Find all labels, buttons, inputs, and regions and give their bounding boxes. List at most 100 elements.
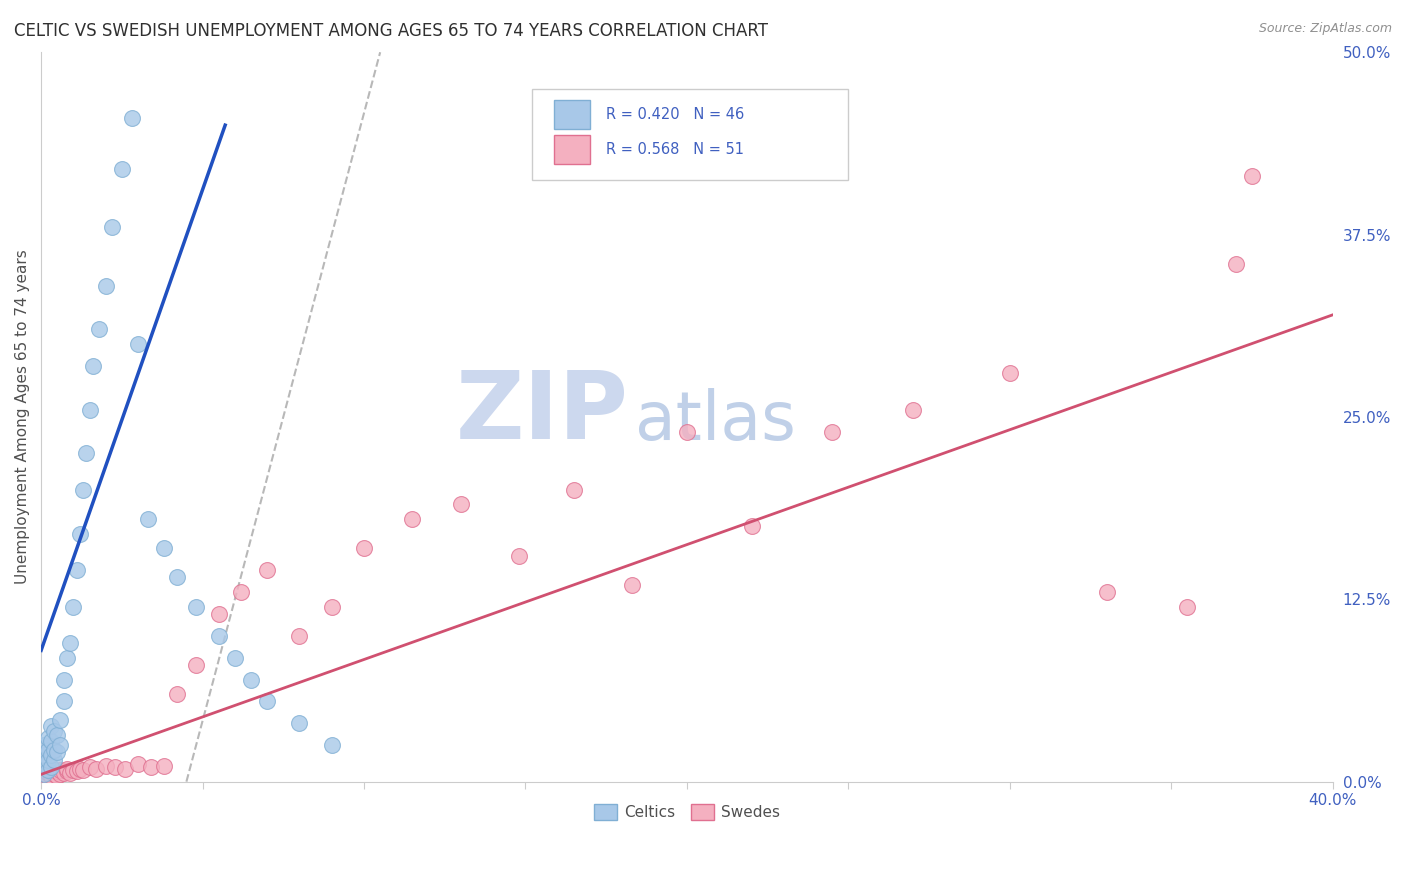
Point bbox=[104, 760, 127, 774]
Point bbox=[39, 719, 62, 733]
Point bbox=[1250, 30, 1272, 45]
Point bbox=[62, 763, 84, 777]
Point bbox=[84, 762, 107, 776]
Text: CELTIC VS SWEDISH UNEMPLOYMENT AMONG AGES 65 TO 74 YEARS CORRELATION CHART: CELTIC VS SWEDISH UNEMPLOYMENT AMONG AGE… bbox=[14, 22, 768, 40]
Point bbox=[208, 607, 231, 621]
Point bbox=[69, 762, 91, 776]
Point bbox=[56, 650, 79, 665]
Point bbox=[82, 359, 104, 373]
Point bbox=[450, 498, 472, 512]
Y-axis label: Unemployment Among Ages 65 to 74 years: Unemployment Among Ages 65 to 74 years bbox=[15, 250, 30, 584]
Point bbox=[231, 585, 253, 599]
Text: R = 0.568   N = 51: R = 0.568 N = 51 bbox=[606, 142, 744, 157]
Point bbox=[59, 765, 82, 780]
Bar bbox=[554, 100, 591, 128]
Point bbox=[101, 220, 124, 235]
Point bbox=[184, 657, 207, 672]
Point bbox=[256, 563, 278, 577]
Point bbox=[49, 714, 72, 728]
Legend: Celtics, Swedes: Celtics, Swedes bbox=[588, 798, 786, 827]
Point bbox=[401, 512, 423, 526]
Point bbox=[288, 629, 311, 643]
Point bbox=[37, 731, 59, 745]
Point bbox=[321, 599, 343, 614]
Point bbox=[37, 763, 59, 777]
Point bbox=[256, 694, 278, 708]
Point bbox=[998, 366, 1021, 380]
Point bbox=[1095, 585, 1118, 599]
Point bbox=[52, 673, 75, 687]
Text: ZIP: ZIP bbox=[456, 368, 628, 459]
Point bbox=[34, 767, 56, 781]
Point bbox=[37, 742, 59, 756]
Point bbox=[49, 738, 72, 752]
Point bbox=[34, 772, 56, 786]
Point bbox=[66, 764, 89, 779]
Point bbox=[1241, 169, 1264, 184]
Point bbox=[39, 764, 62, 779]
Point bbox=[37, 770, 59, 784]
Text: atlas: atlas bbox=[636, 388, 796, 454]
Point bbox=[34, 757, 56, 772]
Point bbox=[508, 549, 530, 563]
Point bbox=[37, 753, 59, 767]
Point bbox=[184, 599, 207, 614]
Point bbox=[79, 402, 101, 417]
Point bbox=[224, 650, 246, 665]
Point bbox=[136, 512, 159, 526]
Point bbox=[621, 578, 644, 592]
Point bbox=[49, 767, 72, 781]
Point bbox=[79, 760, 101, 774]
Point bbox=[153, 541, 176, 556]
Point bbox=[66, 563, 89, 577]
Point bbox=[52, 694, 75, 708]
Point bbox=[39, 760, 62, 774]
Point bbox=[166, 570, 188, 584]
Point bbox=[75, 446, 97, 460]
Point bbox=[42, 723, 65, 738]
Point bbox=[59, 636, 82, 650]
Point bbox=[821, 425, 844, 439]
Point bbox=[62, 599, 84, 614]
Point bbox=[1177, 599, 1199, 614]
Point bbox=[42, 767, 65, 781]
Point bbox=[353, 541, 375, 556]
Point bbox=[741, 519, 763, 533]
Point bbox=[39, 769, 62, 783]
Point bbox=[89, 322, 111, 336]
Point bbox=[72, 763, 94, 777]
Point bbox=[127, 757, 149, 772]
Point bbox=[39, 748, 62, 763]
Point bbox=[56, 764, 79, 779]
Point bbox=[562, 483, 585, 497]
Point bbox=[94, 278, 117, 293]
Point bbox=[34, 767, 56, 781]
Point bbox=[121, 111, 143, 125]
Point bbox=[208, 629, 231, 643]
Point bbox=[901, 402, 924, 417]
Point bbox=[94, 758, 117, 772]
Point bbox=[37, 765, 59, 780]
Point bbox=[153, 758, 176, 772]
Point bbox=[46, 764, 69, 779]
Point bbox=[240, 673, 263, 687]
Point bbox=[69, 526, 91, 541]
Point bbox=[39, 734, 62, 748]
Point bbox=[42, 763, 65, 777]
Bar bbox=[554, 135, 591, 164]
Text: R = 0.420   N = 46: R = 0.420 N = 46 bbox=[606, 107, 744, 121]
Point bbox=[46, 746, 69, 760]
Point bbox=[321, 738, 343, 752]
Point bbox=[34, 748, 56, 763]
Point bbox=[114, 762, 136, 776]
Point bbox=[46, 728, 69, 742]
Point bbox=[1225, 257, 1247, 271]
Point bbox=[42, 742, 65, 756]
Point bbox=[288, 716, 311, 731]
Point bbox=[111, 161, 134, 176]
FancyBboxPatch shape bbox=[531, 88, 848, 180]
Point bbox=[34, 738, 56, 752]
Point bbox=[676, 425, 699, 439]
Point bbox=[166, 687, 188, 701]
Point bbox=[42, 753, 65, 767]
